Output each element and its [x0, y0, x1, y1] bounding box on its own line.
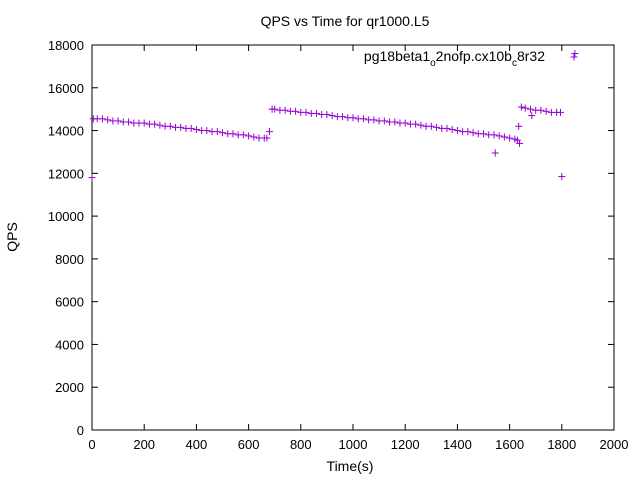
data-point [281, 106, 289, 114]
y-tick-label: 6000 [55, 295, 84, 310]
x-tick-label: 200 [133, 437, 155, 452]
data-point [558, 173, 566, 181]
data-point [265, 128, 273, 136]
x-tick-label: 1600 [495, 437, 524, 452]
data-point [490, 131, 498, 139]
data-point [571, 50, 579, 58]
data-point [370, 116, 378, 124]
y-tick-label: 0 [77, 423, 84, 438]
data-point [250, 133, 258, 141]
data-point [359, 115, 367, 123]
x-tick-label: 2000 [600, 437, 629, 452]
y-tick-label: 12000 [48, 166, 84, 181]
data-point [263, 134, 271, 142]
data-point [500, 133, 508, 141]
data-point [453, 127, 461, 135]
data-point [292, 107, 300, 115]
data-point [417, 121, 425, 129]
data-point [401, 119, 409, 127]
y-tick-label: 10000 [48, 209, 84, 224]
data-point [516, 139, 524, 147]
x-tick-label: 400 [186, 437, 208, 452]
data-point [433, 123, 441, 131]
data-point [302, 108, 310, 116]
axis-ticks [91, 44, 615, 431]
x-tick-label: 1400 [443, 437, 472, 452]
y-tick-label: 18000 [48, 38, 84, 53]
data-point [323, 111, 331, 119]
data-point [515, 122, 523, 130]
data-points [88, 50, 579, 182]
data-point [114, 117, 122, 125]
data-point [312, 109, 320, 117]
data-point [219, 129, 226, 137]
data-point [464, 128, 472, 136]
x-tick-label: 1800 [547, 437, 576, 452]
data-point [192, 125, 200, 133]
data-point [448, 125, 456, 133]
data-point [151, 120, 159, 128]
data-point [88, 174, 96, 182]
legend-marker-plus [570, 53, 578, 61]
legend: pg18beta1o2nofp.cx10bc8r32 [364, 48, 578, 69]
data-point [556, 108, 564, 116]
chart-title: QPS vs Time for qr1000.L5 [261, 13, 430, 29]
x-tick-label: 0 [88, 437, 95, 452]
data-point [491, 149, 499, 157]
data-point [156, 121, 164, 129]
data-point [213, 128, 221, 136]
data-point [203, 127, 211, 135]
data-point [521, 104, 529, 112]
x-tick-labels: 0 200 400 600 800 1000 1200 1400 1600 1800 2000 [88, 437, 628, 452]
data-point [480, 130, 487, 138]
data-point [517, 103, 525, 111]
data-point [245, 132, 253, 140]
y-tick-label: 16000 [48, 81, 84, 96]
data-point [166, 122, 174, 130]
legend-marker [570, 53, 578, 61]
data-point [528, 112, 536, 120]
data-point [349, 114, 357, 122]
y-tick-label: 2000 [55, 380, 84, 395]
data-point [187, 124, 195, 132]
y-tick-label: 8000 [55, 252, 84, 267]
y-axis-label: QPS [4, 222, 20, 252]
data-point [271, 105, 279, 113]
y-tick-label: 4000 [55, 337, 84, 352]
x-tick-label: 1200 [391, 437, 420, 452]
data-point [526, 105, 534, 113]
data-point [495, 132, 503, 140]
y-tick-labels: 0 2000 4000 6000 8000 10000 12000 14000 16000 180… [48, 38, 84, 438]
x-tick-label: 1000 [339, 437, 368, 452]
data-point [177, 123, 185, 131]
x-axis-label: Time(s) [327, 458, 374, 474]
data-point [140, 119, 148, 127]
x-tick-label: 600 [238, 437, 260, 452]
legend-entry-label: pg18beta1o2nofp.cx10bc8r32 [364, 48, 545, 69]
data-point [542, 107, 550, 115]
data-point [469, 129, 477, 137]
x-tick-label: 800 [290, 437, 312, 452]
data-point [427, 122, 435, 130]
data-point [104, 116, 112, 124]
data-point [391, 118, 399, 126]
data-point [98, 115, 106, 123]
data-point [506, 134, 514, 142]
data-point [229, 130, 237, 138]
y-tick-label: 14000 [48, 124, 84, 139]
data-point [380, 117, 388, 125]
data-point [537, 106, 545, 114]
data-point [412, 120, 420, 128]
data-point [339, 113, 347, 121]
data-point [328, 112, 336, 120]
data-point [125, 118, 133, 126]
data-point [239, 131, 247, 139]
plot-frame [91, 44, 615, 431]
data-point [443, 124, 451, 132]
